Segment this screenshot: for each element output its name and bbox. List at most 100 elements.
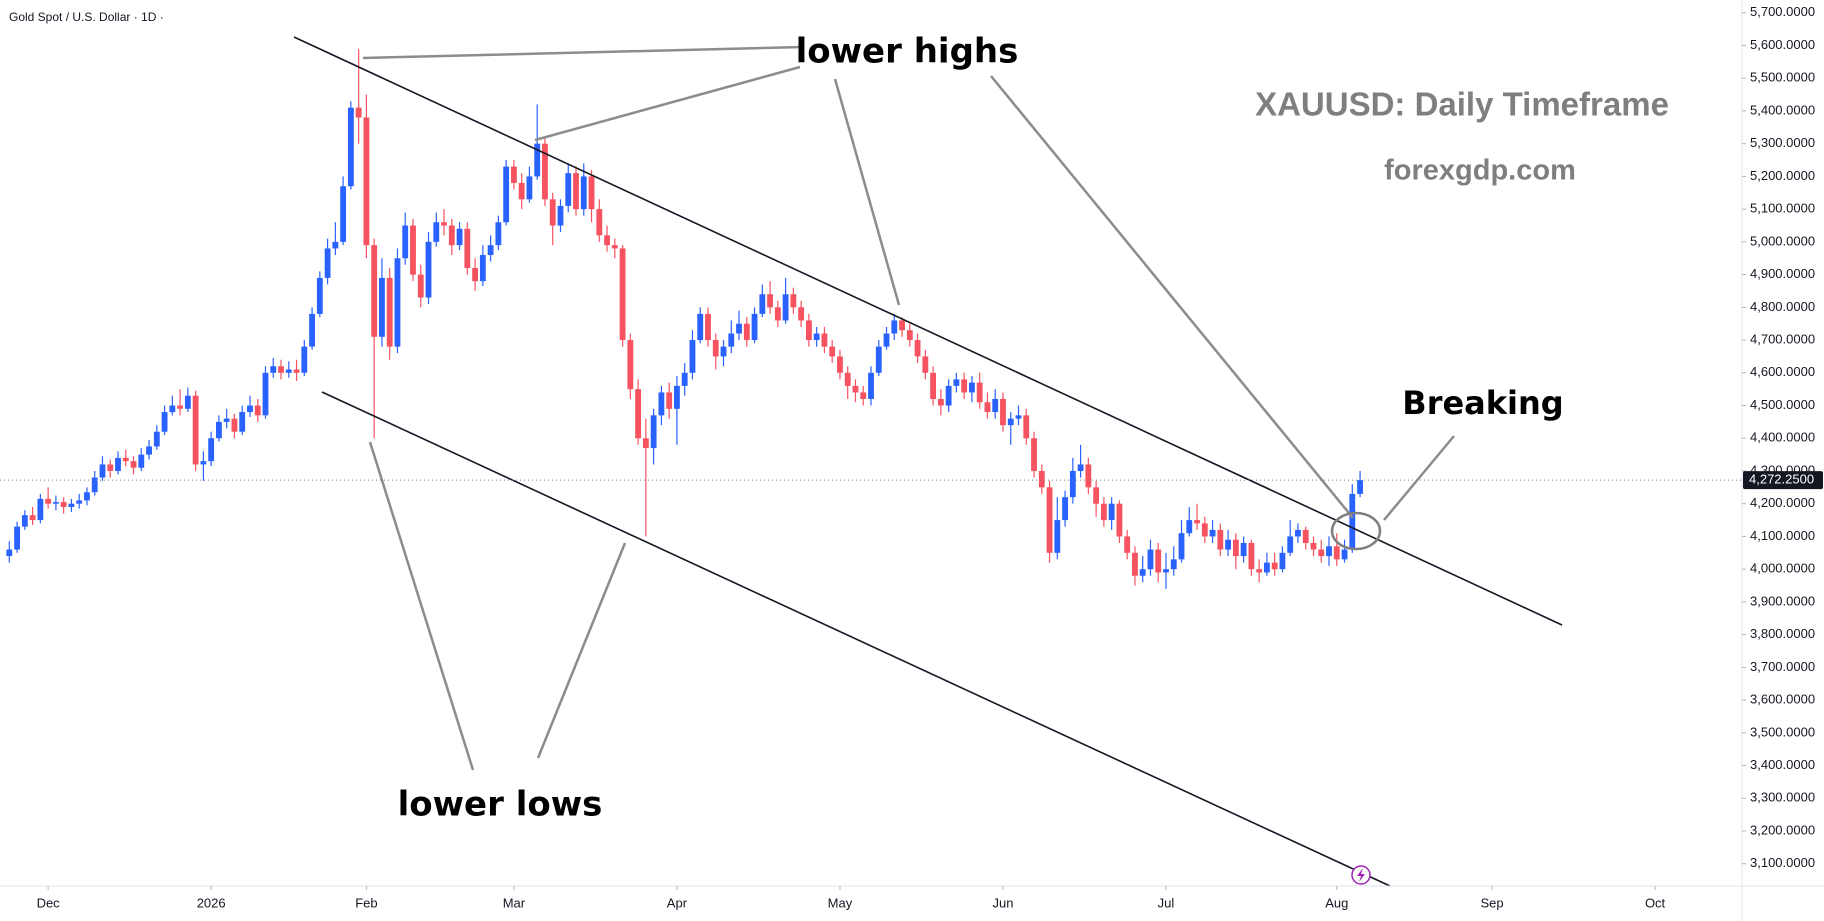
x-tick-label: Sep bbox=[1480, 895, 1503, 910]
candle-body bbox=[728, 333, 735, 347]
candle-body bbox=[239, 412, 246, 432]
candle-body bbox=[1007, 418, 1014, 426]
candle-body bbox=[844, 372, 851, 386]
candle-body bbox=[790, 294, 797, 308]
y-tick-label: 4,400.0000 bbox=[1750, 430, 1815, 445]
candle-body bbox=[821, 333, 828, 347]
candle-body bbox=[1163, 569, 1169, 573]
candle-body bbox=[29, 515, 36, 521]
candle-body bbox=[852, 385, 859, 393]
y-tick-label: 3,900.0000 bbox=[1750, 593, 1815, 608]
candle-body bbox=[681, 372, 688, 386]
candle-body bbox=[650, 415, 657, 449]
candle-body bbox=[184, 395, 191, 409]
candle-body bbox=[573, 173, 579, 210]
candle-body bbox=[666, 392, 673, 409]
pointer-line bbox=[833, 78, 901, 306]
candle-body bbox=[1310, 542, 1317, 550]
x-tick-label: Apr bbox=[667, 895, 688, 910]
candle-body bbox=[402, 225, 409, 259]
y-tick-label: 3,800.0000 bbox=[1750, 626, 1815, 641]
plot-area bbox=[6, 48, 1363, 589]
candle-body bbox=[1341, 549, 1348, 560]
candle-body bbox=[580, 176, 587, 210]
candle-body bbox=[386, 277, 393, 347]
candle-body bbox=[697, 313, 704, 341]
candle-body bbox=[1108, 503, 1115, 521]
candle-body bbox=[1295, 529, 1301, 537]
candle-body bbox=[1085, 464, 1092, 488]
candle-body bbox=[1139, 569, 1146, 576]
candle-body bbox=[1062, 497, 1068, 521]
candle-body bbox=[1178, 533, 1185, 560]
candle-body bbox=[433, 222, 440, 242]
pointer-line bbox=[990, 75, 1354, 519]
y-tick-label: 3,300.0000 bbox=[1750, 790, 1815, 805]
x-tick-label: Dec bbox=[37, 895, 61, 910]
candle-body bbox=[518, 182, 525, 200]
candle-body bbox=[837, 356, 843, 373]
candle-body bbox=[969, 382, 975, 393]
event-icon-bolt bbox=[1357, 868, 1365, 882]
candle-body bbox=[21, 515, 28, 527]
candle-body bbox=[619, 248, 626, 341]
candle-body bbox=[642, 438, 649, 449]
candle-body bbox=[1093, 487, 1100, 504]
annotation: lower lows bbox=[398, 785, 603, 825]
candle-body bbox=[223, 418, 230, 422]
candle-body bbox=[813, 333, 820, 341]
candle-body bbox=[829, 346, 836, 357]
candle-body bbox=[115, 457, 121, 471]
candle-body bbox=[557, 205, 564, 226]
candle-body bbox=[285, 369, 292, 373]
candle-body bbox=[930, 372, 937, 399]
y-tick-label: 4,500.0000 bbox=[1750, 397, 1815, 412]
breakout-circle bbox=[1330, 511, 1382, 551]
candle-body bbox=[1124, 536, 1131, 553]
candle-body bbox=[153, 431, 160, 447]
candle-body bbox=[99, 464, 106, 478]
y-tick-label: 4,100.0000 bbox=[1750, 528, 1815, 543]
candle-body bbox=[45, 498, 52, 504]
candle-body bbox=[456, 228, 463, 246]
last-price-box bbox=[1743, 471, 1823, 490]
candle-body bbox=[1209, 529, 1216, 537]
candle-body bbox=[1132, 552, 1138, 576]
candle-body bbox=[891, 320, 898, 334]
candle-body bbox=[782, 294, 789, 321]
candle-body bbox=[503, 166, 510, 223]
candle-body bbox=[301, 346, 308, 373]
pointer-line bbox=[368, 441, 475, 771]
candle-body bbox=[883, 333, 890, 347]
x-tick-label: Jul bbox=[1158, 895, 1175, 910]
candle-body bbox=[953, 379, 960, 386]
candle-body bbox=[340, 186, 347, 242]
candle-body bbox=[759, 294, 766, 314]
last-price-label: 4,272.2500 bbox=[1749, 472, 1814, 487]
candle-body bbox=[1326, 546, 1332, 557]
candle-body bbox=[899, 320, 905, 331]
symbol-header: Gold Spot / U.S. Dollar · 1D · bbox=[9, 10, 164, 24]
candle-body bbox=[472, 268, 479, 282]
candle-body bbox=[1186, 520, 1193, 534]
candle-body bbox=[712, 340, 719, 357]
candle-body bbox=[1031, 438, 1037, 471]
candle-body bbox=[487, 245, 494, 255]
candle-body bbox=[84, 492, 90, 501]
candle-body bbox=[363, 117, 370, 246]
candle-body bbox=[1201, 523, 1208, 537]
pointer-line bbox=[1383, 435, 1455, 521]
pointer-line bbox=[536, 542, 627, 759]
candle-body bbox=[1077, 464, 1084, 471]
y-tick-label: 5,100.0000 bbox=[1750, 201, 1815, 216]
candle-body bbox=[278, 366, 284, 373]
candle-body bbox=[937, 398, 944, 406]
candle-body bbox=[1287, 536, 1294, 553]
candle-body bbox=[425, 241, 432, 298]
candle-body bbox=[1046, 487, 1053, 553]
candle-body bbox=[1000, 398, 1006, 426]
candle-body bbox=[247, 405, 253, 413]
candle-body bbox=[992, 398, 999, 413]
candle-body bbox=[1232, 539, 1239, 557]
y-tick-label: 3,400.0000 bbox=[1750, 757, 1815, 772]
